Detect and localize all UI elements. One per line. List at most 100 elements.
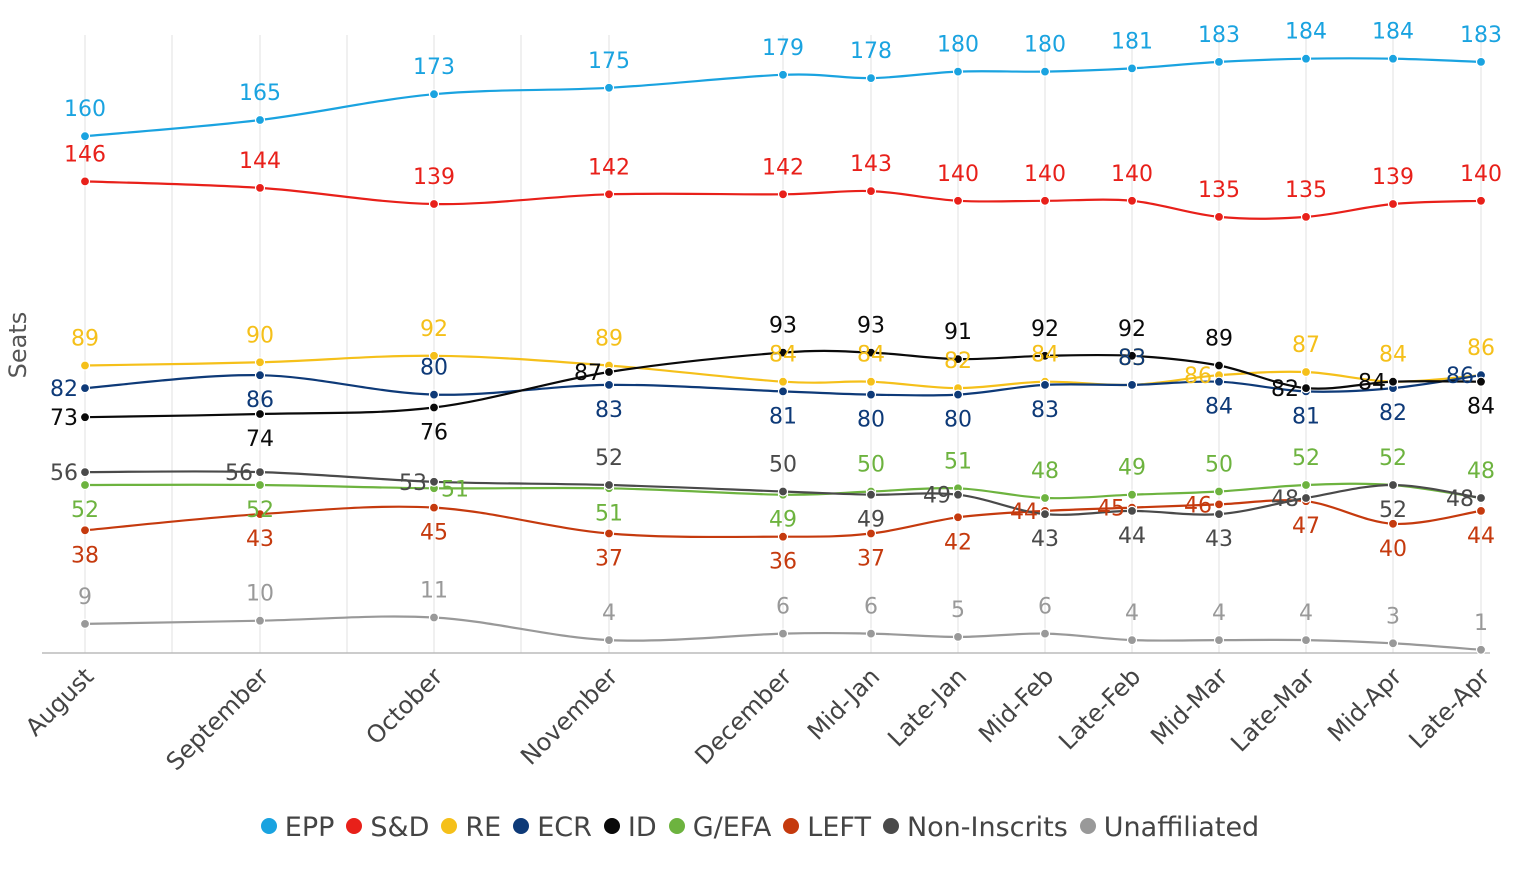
x-tick-9: Mid-Mar [1145,662,1233,750]
data-label-s-d-11: 139 [1372,165,1414,190]
data-label-s-d-2: 139 [413,165,455,190]
point-unaffiliated-9 [1213,634,1225,646]
point-unaffiliated-2 [428,612,440,623]
data-label-left-6: 42 [944,530,972,555]
legend-dot-unaffiliated [1079,818,1096,834]
point-ecr-3 [603,379,615,390]
point-epp-12 [1475,56,1487,68]
data-label-ecr-9: 84 [1205,395,1233,420]
point-ecr-7 [1039,379,1051,390]
data-label-unaffiliated-1: 10 [246,582,274,607]
data-label-unaffiliated-5: 6 [864,595,878,620]
data-label-ecr-1: 86 [246,388,274,413]
point-unaffiliated-6 [952,631,964,643]
point-re-10 [1300,366,1312,378]
data-label-ecr-7: 83 [1031,398,1059,423]
data-label-left-0: 38 [71,543,99,568]
point-id-11 [1387,376,1399,387]
point-unaffiliated-5 [865,628,877,639]
point-ecr-8 [1126,379,1138,390]
y-axis-label: Seats [4,312,32,379]
data-label-s-d-3: 142 [588,155,630,180]
data-label-non-inscrits-7: 43 [1031,527,1059,552]
point-id-8 [1126,350,1138,361]
point-epp-7 [1039,66,1051,77]
data-label-epp-3: 175 [588,49,630,74]
data-label-unaffiliated-9: 4 [1212,601,1226,626]
point-epp-11 [1387,53,1399,64]
point-s-d-3 [603,189,615,200]
data-label-epp-6: 180 [937,33,979,58]
data-label-unaffiliated-0: 9 [78,585,92,610]
point-left-0 [79,525,91,536]
x-tick-7: Mid-Feb [973,662,1059,748]
data-label-unaffiliated-12: 1 [1474,611,1488,636]
point-re-4 [777,376,789,387]
point-s-d-9 [1213,211,1225,222]
data-label-re-2: 92 [420,317,448,342]
legend-dot-ecr [513,818,530,834]
data-label-left-9: 46 [1184,493,1212,518]
data-label-id-11: 84 [1358,371,1386,396]
x-tick-2: October [361,662,449,750]
point-left-9 [1213,499,1225,510]
point-epp-10 [1300,53,1312,64]
data-label-id-5: 93 [857,314,885,339]
point-s-d-6 [952,195,964,206]
point-g-efa-0 [79,479,91,491]
data-label-s-d-6: 140 [937,162,979,187]
point-s-d-5 [865,186,877,197]
data-label-re-6: 82 [944,349,972,374]
point-re-0 [79,360,91,371]
data-label-epp-9: 183 [1198,23,1240,48]
x-tick-1: September [161,662,275,776]
data-label-unaffiliated-6: 5 [951,598,965,623]
data-label-epp-12: 183 [1460,23,1502,48]
data-label-left-3: 37 [595,547,623,572]
series-line-re [84,354,1482,390]
data-label-epp-11: 184 [1372,20,1414,45]
data-label-g-efa-3: 51 [595,501,623,526]
data-label-ecr-10: 81 [1292,404,1320,429]
point-non-inscrits-5 [865,489,877,500]
point-non-inscrits-9 [1213,508,1225,520]
data-label-re-3: 89 [595,327,623,352]
data-label-re-10: 87 [1292,333,1320,358]
point-non-inscrits-3 [603,479,615,491]
data-label-unaffiliated-7: 6 [1038,595,1052,620]
series-line-id [84,349,1482,419]
point-ecr-9 [1213,376,1225,387]
data-label-g-efa-8: 49 [1118,456,1146,481]
point-g-efa-8 [1126,489,1138,500]
point-epp-3 [603,82,615,93]
data-label-unaffiliated-10: 4 [1299,601,1313,626]
data-label-re-0: 89 [71,327,99,352]
legend-label-epp: EPP [284,812,335,843]
data-label-s-d-8: 140 [1111,162,1153,187]
legend-dot-s-d [346,818,363,834]
data-label-ecr-0: 82 [50,377,78,402]
data-label-id-4: 93 [769,314,797,339]
point-id-9 [1213,360,1225,371]
legend-item-re: RE [441,812,501,843]
data-label-left-4: 36 [769,550,797,575]
data-label-epp-5: 178 [850,39,892,64]
series-line-g-efa [84,482,1482,500]
x-tick-11: Mid-Apr [1322,662,1407,747]
legend-dot-non-inscrits [882,818,899,834]
data-label-non-inscrits-10: 48 [1271,487,1299,512]
data-label-id-2: 76 [420,421,448,446]
point-non-inscrits-0 [79,467,91,478]
data-label-ecr-4: 81 [769,404,797,429]
data-label-s-d-12: 140 [1460,162,1502,187]
data-label-id-6: 91 [944,320,972,345]
data-label-id-8: 92 [1118,317,1146,342]
legend-dot-id [603,818,620,834]
data-label-non-inscrits-11: 52 [1379,498,1407,523]
point-id-3 [603,366,615,378]
data-label-left-12: 44 [1467,524,1495,549]
legend-dot-left [783,818,800,834]
data-label-non-inscrits-12: 48 [1446,487,1474,512]
data-label-s-d-9: 135 [1198,178,1240,203]
point-ecr-4 [777,386,789,397]
